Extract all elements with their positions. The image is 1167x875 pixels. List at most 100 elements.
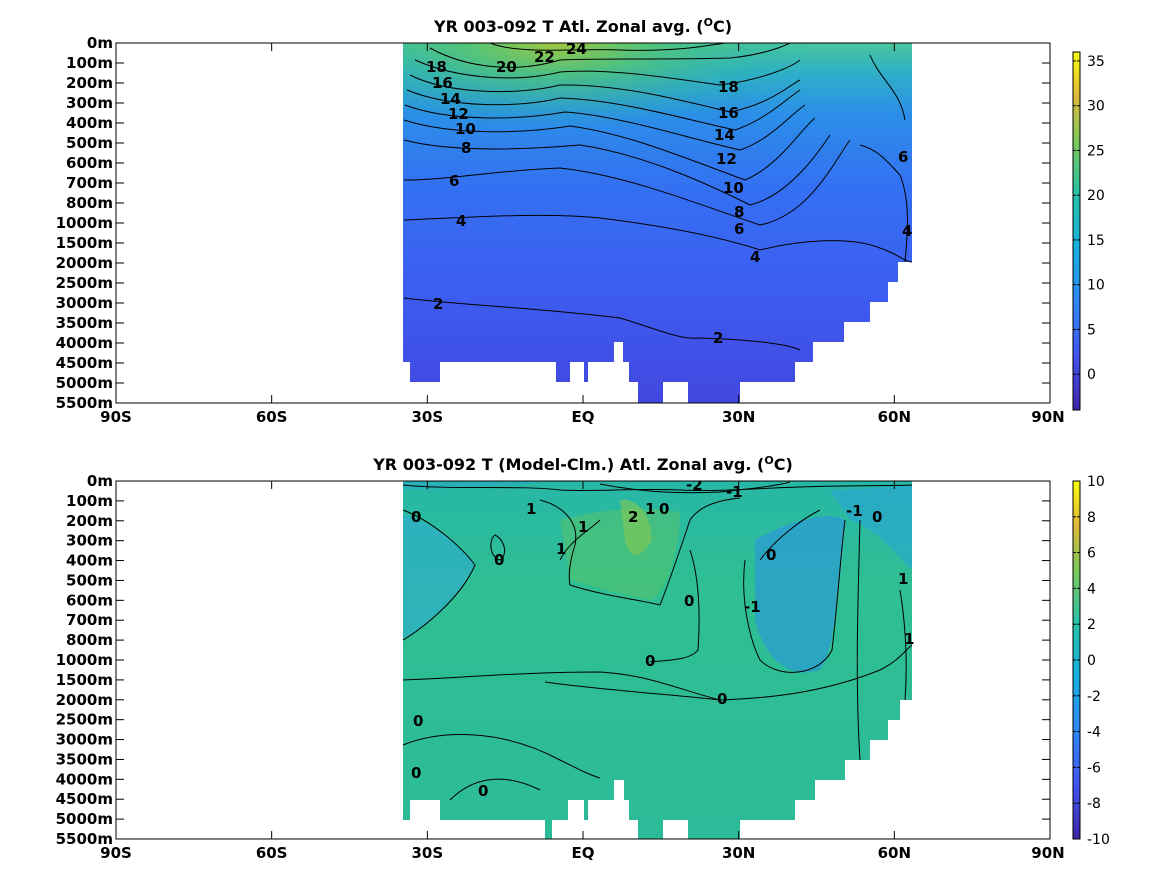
contour-label: 12 bbox=[716, 150, 737, 168]
contour-label: 4 bbox=[750, 248, 760, 266]
contour-label: -2 bbox=[686, 476, 703, 494]
colorbar-ticks: 35 30 25 20 15 10 5 0 bbox=[1073, 54, 1105, 383]
y-tick-label: 5000m bbox=[56, 374, 113, 392]
x-tick-label: 60N bbox=[878, 844, 911, 862]
y-tick-label: 1500m bbox=[56, 234, 113, 252]
colorbar-tick-label: 35 bbox=[1087, 54, 1105, 70]
y-tick-label: 700m bbox=[66, 174, 113, 192]
y-tick-label: 100m bbox=[66, 54, 113, 72]
colorbar-tick-label: -2 bbox=[1087, 689, 1101, 705]
colorbar-tick-label: 25 bbox=[1087, 143, 1105, 159]
y-tick-label: 2500m bbox=[56, 274, 113, 292]
x-tick-label: 60S bbox=[256, 844, 288, 862]
contour-label: 8 bbox=[461, 139, 471, 157]
colorbar-tick-label: 8 bbox=[1087, 510, 1096, 526]
y-tick-label: 400m bbox=[66, 114, 113, 132]
y-tick-label: 0m bbox=[87, 472, 113, 490]
x-tick-label: EQ bbox=[572, 408, 595, 426]
contour-label: 12 bbox=[448, 105, 469, 123]
contour-label: 0 bbox=[413, 712, 423, 730]
contour-label: 4 bbox=[902, 222, 912, 240]
y-tick-label: 4000m bbox=[56, 334, 113, 352]
contour-label: 0 bbox=[411, 764, 421, 782]
y-tick-label: 2000m bbox=[56, 254, 113, 272]
chart-title: YR 003-092 T (Model-Clm.) Atl. Zonal avg… bbox=[372, 454, 793, 474]
y-tick-label: 1000m bbox=[56, 214, 113, 232]
y-tick-label: 0m bbox=[87, 34, 113, 52]
contour-label: 18 bbox=[718, 78, 739, 96]
contour-labels: 24 22 20 18 16 14 12 10 8 6 4 18 16 14 1… bbox=[426, 40, 912, 347]
colorbar-tick-label: 30 bbox=[1087, 99, 1105, 115]
contour-label: 4 bbox=[456, 212, 466, 230]
x-tick-label: 90S bbox=[100, 408, 132, 426]
x-tick-label: 30S bbox=[411, 408, 443, 426]
colorbar-ticks: 10 8 6 4 2 0 -2 -4 -6 -8 -10 bbox=[1073, 474, 1110, 848]
colorbar-tick-label: -10 bbox=[1087, 832, 1110, 848]
colorbar-tick-label: 10 bbox=[1087, 278, 1105, 294]
y-tick-label: 4500m bbox=[56, 354, 113, 372]
contour-label: 0 bbox=[766, 546, 776, 564]
colorbar-tick-label: 4 bbox=[1087, 581, 1096, 597]
x-ticks: 90S 60S 30S EQ 30N 60N 90N bbox=[100, 481, 1065, 862]
y-tick-label: 5500m bbox=[56, 394, 113, 412]
colorbar: 10 8 6 4 2 0 -2 -4 -6 -8 -10 bbox=[1072, 474, 1110, 848]
contour-label: 1 bbox=[904, 630, 914, 648]
contour-label: 0 bbox=[872, 508, 882, 526]
y-tick-label: 3500m bbox=[56, 750, 113, 768]
plot-area: -2 -1 0 1 1 2 1 0 1 0 0 0 -1 -1 0 1 1 0 … bbox=[402, 476, 914, 839]
y-tick-label: 400m bbox=[66, 552, 113, 570]
x-tick-label: 30S bbox=[411, 844, 443, 862]
contour-label: 14 bbox=[440, 90, 461, 108]
contour-label: -1 bbox=[726, 483, 743, 501]
y-tick-label: 1500m bbox=[56, 671, 113, 689]
colorbar-tick-label: -6 bbox=[1087, 760, 1101, 776]
contour-label: 0 bbox=[684, 592, 694, 610]
contour-label: 0 bbox=[494, 551, 504, 569]
contour-label: 0 bbox=[659, 500, 669, 518]
contour-label: 6 bbox=[449, 172, 459, 190]
contour-label: 22 bbox=[534, 48, 555, 66]
x-tick-label: 60S bbox=[256, 408, 288, 426]
contour-label: -1 bbox=[846, 502, 863, 520]
contour-label: 0 bbox=[411, 508, 421, 526]
contour-label: 10 bbox=[723, 179, 744, 197]
contour-lines bbox=[403, 43, 913, 351]
contour-label: 16 bbox=[432, 74, 453, 92]
colorbar: 35 30 25 20 15 10 5 0 bbox=[1072, 51, 1105, 411]
contour-label: 6 bbox=[734, 220, 744, 238]
contour-label: 1 bbox=[645, 500, 655, 518]
contour-label: 1 bbox=[578, 518, 588, 536]
y-tick-label: 500m bbox=[66, 134, 113, 152]
y-tick-label: 200m bbox=[66, 512, 113, 530]
x-tick-label: 60N bbox=[878, 408, 911, 426]
x-tick-label: EQ bbox=[572, 844, 595, 862]
y-tick-label: 600m bbox=[66, 154, 113, 172]
y-tick-label: 600m bbox=[66, 591, 113, 609]
y-tick-label: 4000m bbox=[56, 770, 113, 788]
colorbar-tick-label: 6 bbox=[1087, 546, 1096, 562]
colorbar-tick-label: 20 bbox=[1087, 188, 1105, 204]
contour-label: -1 bbox=[744, 598, 761, 616]
y-tick-label: 500m bbox=[66, 571, 113, 589]
x-tick-label: 90S bbox=[100, 844, 132, 862]
plot-area: 24 22 20 18 16 14 12 10 8 6 4 18 16 14 1… bbox=[403, 40, 913, 403]
contour-label: 8 bbox=[734, 203, 744, 221]
contour-label: 18 bbox=[426, 58, 447, 76]
contour-label: 10 bbox=[455, 120, 476, 138]
contour-label: 1 bbox=[898, 570, 908, 588]
y-tick-label: 4500m bbox=[56, 790, 113, 808]
y-tick-label: 5500m bbox=[56, 830, 113, 848]
panel-temperature: YR 003-092 T Atl. Zonal avg. (OC) bbox=[56, 16, 1105, 426]
contour-lines bbox=[402, 481, 913, 801]
y-tick-label: 300m bbox=[66, 532, 113, 550]
x-tick-label: 90N bbox=[1031, 408, 1064, 426]
contour-label: 16 bbox=[718, 104, 739, 122]
y-tick-label: 5000m bbox=[56, 810, 113, 828]
y-tick-label: 200m bbox=[66, 74, 113, 92]
y-tick-label: 2000m bbox=[56, 691, 113, 709]
y-tick-label: 300m bbox=[66, 94, 113, 112]
contour-label: 0 bbox=[717, 690, 727, 708]
contour-label: 24 bbox=[566, 40, 587, 58]
